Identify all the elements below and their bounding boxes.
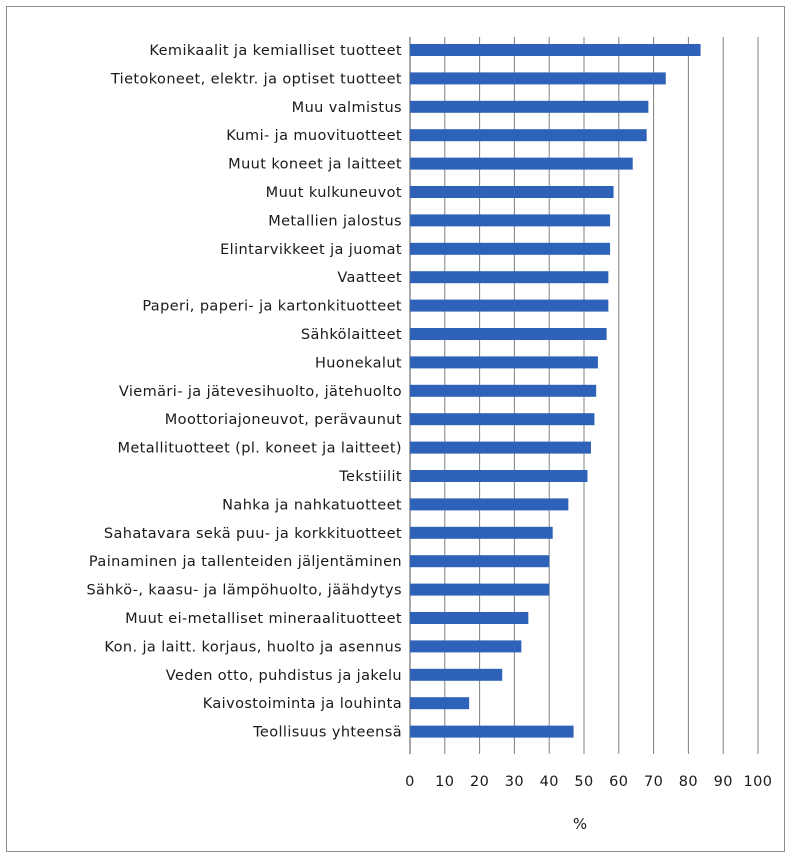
horizontal-bar-chart: Kemikaalit ja kemialliset tuotteet Tietok… — [86, 37, 772, 833]
bar — [410, 271, 609, 284]
category-label: Teollisuus yhteensä — [252, 725, 402, 741]
bar — [410, 725, 574, 738]
category-label: Viemäri- ja jätevesihuolto, jätehuolto — [119, 384, 402, 400]
x-tick-labels: 0 10 20 30 40 50 60 70 80 90 100 — [405, 774, 772, 790]
category-label: Tekstiilit — [338, 469, 402, 485]
bar — [410, 44, 701, 56]
x-tick-label: 60 — [609, 774, 628, 790]
category-label: Metallituotteet (pl. koneet ja laitteet) — [117, 441, 402, 457]
category-label: Kaivostoiminta ja louhinta — [203, 696, 402, 712]
bar — [410, 470, 588, 482]
x-tick-label: 70 — [644, 774, 663, 790]
category-label: Metallien jalostus — [268, 213, 402, 229]
category-label: Moottoriajoneuvot, perävaunut — [165, 412, 402, 428]
x-tick-label: 10 — [435, 774, 454, 790]
bar — [410, 612, 529, 624]
bar — [410, 129, 647, 142]
x-tick-label: 20 — [470, 774, 489, 790]
x-tick-label: 30 — [505, 774, 524, 790]
category-label: Muu valmistus — [292, 100, 402, 116]
bar — [410, 668, 503, 681]
bar — [410, 413, 595, 426]
bar — [410, 157, 633, 170]
category-label: Sähkölaitteet — [301, 327, 402, 343]
bar — [410, 441, 591, 454]
bar — [410, 583, 550, 596]
bar — [410, 498, 569, 511]
bar — [410, 100, 649, 113]
category-label: Huonekalut — [315, 355, 402, 371]
bar — [410, 640, 522, 653]
category-label: Nahka ja nahkatuotteet — [222, 497, 402, 513]
category-label: Painaminen ja tallenteiden jäljentäminen — [89, 554, 402, 570]
bar — [410, 526, 553, 539]
x-axis-title: % — [573, 815, 587, 833]
category-label: Tietokoneet, elektr. ja optiset tuotteet — [110, 71, 402, 87]
category-label: Veden otto, puhdistus ja jakelu — [166, 668, 402, 684]
category-label: Kemikaalit ja kemialliset tuotteet — [149, 43, 402, 59]
category-label: Muut kulkuneuvot — [266, 185, 402, 201]
x-tick-label: 50 — [574, 774, 593, 790]
bar — [410, 242, 611, 255]
x-tick-label: 40 — [540, 774, 559, 790]
category-label: Sähkö-, kaasu- ja lämpöhuolto, jäähdytys — [86, 583, 402, 599]
bar — [410, 214, 611, 227]
chart-frame: Kemikaalit ja kemialliset tuotteet Tietok… — [6, 6, 785, 852]
category-label: Muut ei-metalliset mineraalituotteet — [125, 611, 402, 627]
category-label: Vaatteet — [337, 270, 402, 286]
category-labels: Kemikaalit ja kemialliset tuotteet Tietok… — [86, 43, 402, 741]
category-label: Sahatavara sekä puu- ja korkkituotteet — [104, 526, 402, 542]
category-label: Elintarvikkeet ja juomat — [220, 242, 402, 258]
category-label: Muut koneet ja laitteet — [228, 157, 402, 173]
x-tick-label: 90 — [714, 774, 733, 790]
bar — [410, 72, 666, 85]
bar — [410, 186, 614, 198]
bar — [410, 384, 597, 397]
x-tick-label: 0 — [405, 774, 415, 790]
bar — [410, 356, 598, 369]
category-label: Paperi, paperi- ja kartonkituotteet — [142, 299, 402, 315]
bars — [410, 44, 701, 738]
bar — [410, 555, 550, 568]
bar — [410, 697, 470, 710]
bar — [410, 299, 609, 312]
category-label: Kumi- ja muovituotteet — [226, 128, 402, 144]
bar — [410, 328, 607, 340]
x-tick-label: 100 — [744, 774, 773, 790]
category-label: Kon. ja laitt. korjaus, huolto ja asennu… — [104, 639, 402, 655]
x-tick-label: 80 — [679, 774, 698, 790]
